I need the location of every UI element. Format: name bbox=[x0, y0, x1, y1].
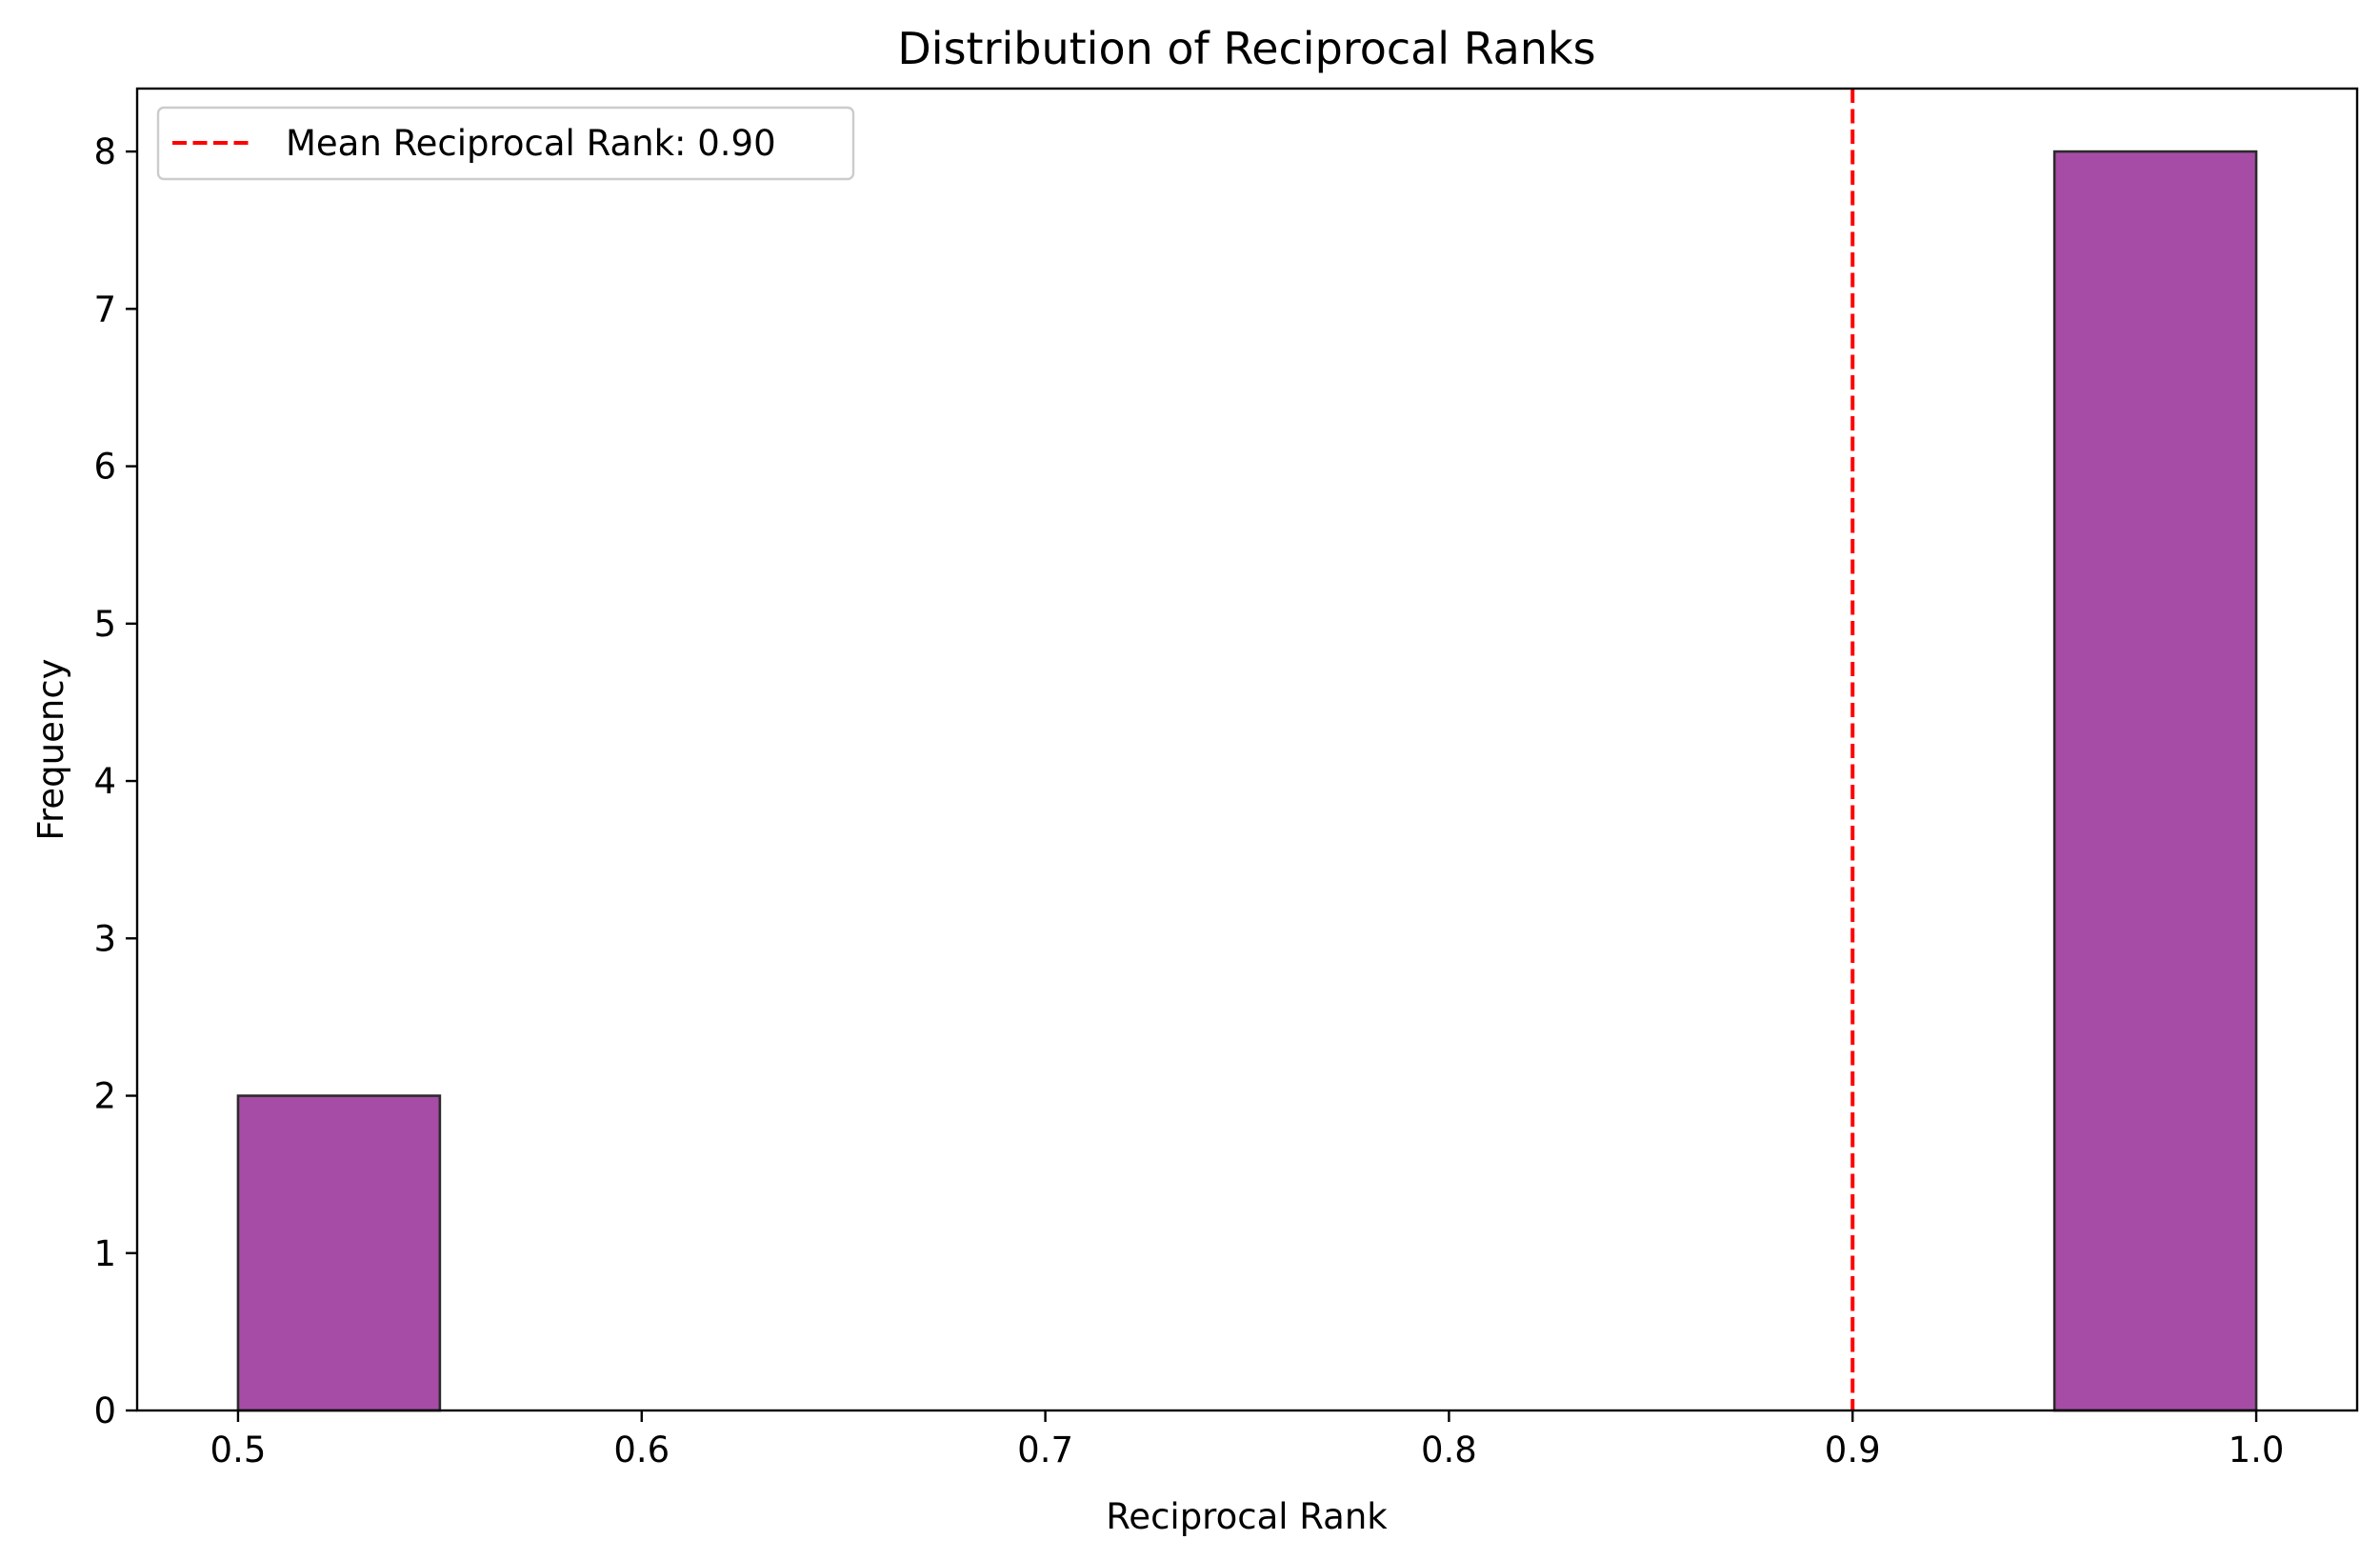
x-tick-label: 0.9 bbox=[1825, 1430, 1881, 1470]
y-tick-label: 7 bbox=[93, 289, 116, 330]
y-ticks-group: 0 1 2 3 4 5 6 7 8 bbox=[93, 131, 137, 1431]
histogram-bar bbox=[2052, 150, 2258, 1412]
y-tick-label: 3 bbox=[93, 918, 116, 959]
y-axis-label: Frequency bbox=[30, 658, 71, 840]
y-tick-label: 1 bbox=[93, 1233, 116, 1274]
y-tick-label: 8 bbox=[93, 131, 116, 172]
x-tick-label: 0.6 bbox=[613, 1430, 670, 1470]
bars-group bbox=[236, 150, 2258, 1412]
histogram-bar bbox=[236, 1094, 442, 1412]
y-tick-label: 2 bbox=[93, 1076, 116, 1117]
y-tick-label: 4 bbox=[93, 761, 116, 802]
chart-title: Distribution of Reciprocal Ranks bbox=[897, 23, 1595, 74]
x-tick-label: 1.0 bbox=[2229, 1430, 2285, 1470]
legend-mean-label: Mean Reciprocal Rank: 0.90 bbox=[286, 123, 776, 164]
y-tick-label: 0 bbox=[93, 1390, 116, 1431]
x-tick-label: 0.5 bbox=[210, 1430, 267, 1470]
x-tick-label: 0.8 bbox=[1421, 1430, 1477, 1470]
x-tick-label: 0.7 bbox=[1017, 1430, 1073, 1470]
y-tick-label: 6 bbox=[93, 447, 116, 488]
plot-frame bbox=[135, 87, 2359, 1412]
legend-box bbox=[156, 106, 855, 181]
x-axis-label: Reciprocal Rank bbox=[1106, 1496, 1388, 1537]
x-ticks-group: 0.5 0.6 0.7 0.8 0.9 1.0 bbox=[210, 1410, 2285, 1470]
y-tick-label: 5 bbox=[93, 604, 116, 645]
legend: Mean Reciprocal Rank: 0.90 bbox=[156, 106, 855, 181]
